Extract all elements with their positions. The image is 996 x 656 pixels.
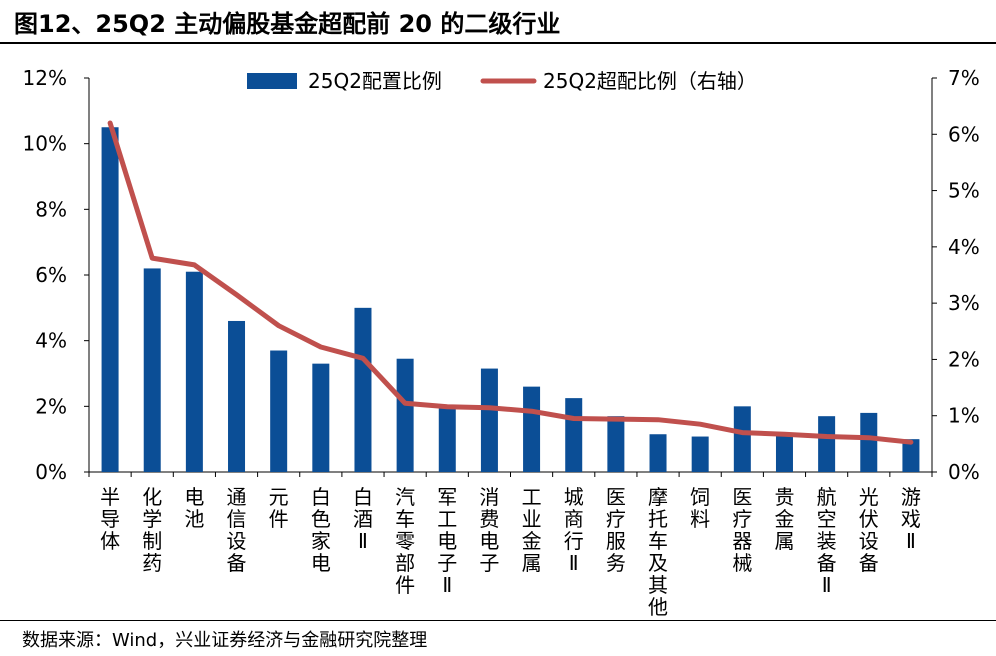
bar — [523, 386, 541, 472]
x-tick-label: 白酒 Ⅱ — [353, 485, 373, 553]
y-left-tick-label: 6% — [35, 263, 67, 287]
x-tick-label: 汽车零部件 — [395, 485, 415, 597]
bar — [143, 268, 161, 472]
bar — [270, 350, 288, 472]
bar — [354, 307, 372, 472]
x-tick-label: 半导体 — [100, 485, 120, 553]
legend-label-bar: 25Q2配置比例 — [308, 69, 442, 93]
y-right-tick-label: 5% — [948, 179, 980, 203]
x-tick-label: 工业金属 — [522, 485, 542, 575]
x-tick-label: 元件 — [269, 485, 289, 531]
bar — [733, 406, 751, 472]
y-right-tick-label: 4% — [948, 235, 980, 259]
title-underline — [0, 42, 996, 44]
bar — [480, 368, 498, 472]
y-left-tick-label: 2% — [35, 394, 67, 418]
bar — [185, 271, 203, 472]
bar — [860, 412, 878, 472]
y-left-tick-label: 0% — [35, 460, 67, 484]
x-tick-label: 消费电子 — [479, 485, 499, 575]
y-right-tick-label: 3% — [948, 291, 980, 315]
bar — [438, 406, 456, 472]
legend-label-line: 25Q2超配比例（右轴） — [543, 69, 757, 93]
x-tick-label: 通信设备 — [227, 485, 247, 575]
x-tick-label: 城商行 Ⅱ — [564, 485, 584, 575]
bar — [775, 434, 793, 472]
bar — [902, 439, 920, 472]
x-tick-label: 游戏 Ⅱ — [901, 485, 921, 553]
source-note: 数据来源：Wind，兴业证券经济与金融研究院整理 — [22, 630, 428, 651]
x-tick-label: 贵金属 — [774, 485, 794, 553]
chart-area: 0% 2% 4% 6% 8% 10% 12% 0% 1% 2% 3% 4% 5% 6% 7% 半导体 化学制药 电… — [23, 66, 980, 619]
source-divider — [0, 620, 996, 621]
y-left-tick-label: 10% — [23, 132, 67, 156]
x-tick-label: 摩托车及其他 — [648, 485, 668, 619]
bar — [649, 434, 667, 472]
bar — [312, 363, 330, 472]
x-tick-label: 航空装备 Ⅱ — [817, 485, 837, 597]
y-left-tick-label: 12% — [23, 66, 67, 90]
x-tick-label: 医疗器械 — [732, 485, 752, 575]
y-right-tick-label: 7% — [948, 66, 980, 90]
y-left-tick-label: 8% — [35, 197, 67, 221]
bar — [565, 398, 583, 472]
bar — [101, 127, 119, 472]
x-tick-label: 电池 — [184, 485, 204, 531]
y-right-tick-label: 2% — [948, 347, 980, 371]
y-left-tick-label: 4% — [35, 329, 67, 353]
x-tick-label: 军工电子 Ⅱ — [437, 485, 457, 597]
bar — [691, 436, 709, 472]
legend-swatch-bar — [247, 73, 297, 89]
chart-title: 图12、25Q2 主动偏股基金超配前 20 的二级行业 — [14, 10, 561, 38]
y-right-tick-label: 6% — [948, 122, 980, 146]
bar — [228, 320, 246, 472]
x-tick-label: 化学制药 — [142, 485, 162, 575]
bar — [396, 358, 414, 472]
x-tick-label: 白色家电 — [311, 485, 331, 575]
series-line — [107, 120, 914, 445]
x-tick-label: 光伏设备 — [859, 485, 879, 575]
y-right-tick-label: 1% — [948, 404, 980, 428]
x-tick-label: 医疗服务 — [606, 485, 626, 575]
y-right-tick-label: 0% — [948, 460, 980, 484]
bar — [818, 416, 836, 472]
bar — [607, 416, 625, 472]
x-tick-label: 饲料 — [690, 485, 710, 531]
